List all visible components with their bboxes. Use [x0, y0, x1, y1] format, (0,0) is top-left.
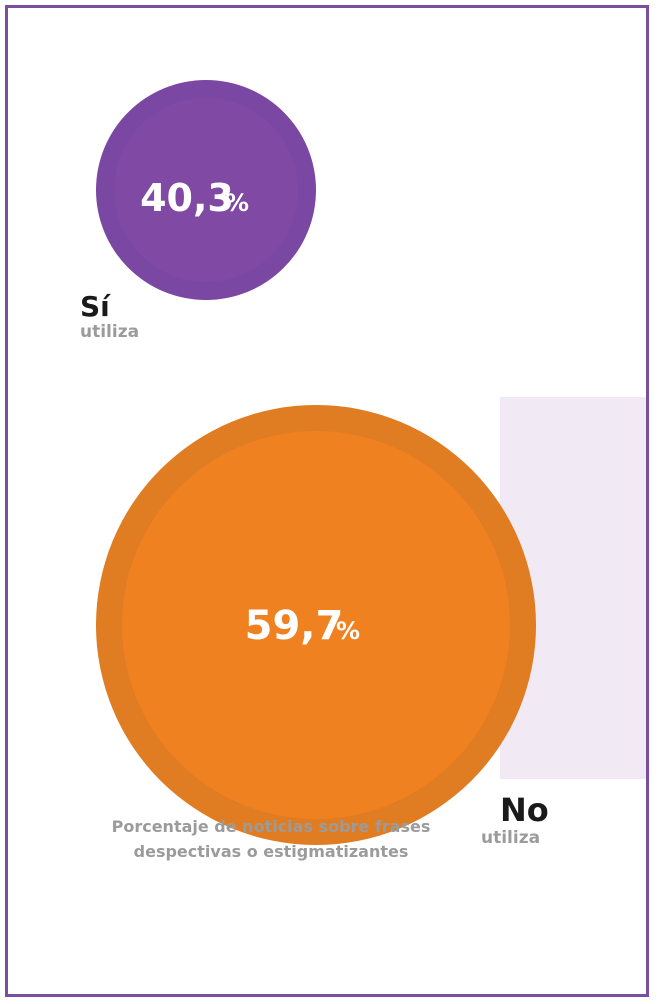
bubble-si: 40,3 % — [96, 80, 316, 300]
bubble-no-inner — [122, 431, 510, 819]
caption-line-1: Porcentaje de noticias sobre frases — [111, 817, 431, 836]
bubble-si-inner — [114, 98, 298, 282]
chart-frame: 40,3 % 59,7 % Sí utiliza No utiliza Porc… — [5, 5, 649, 997]
bubble-no: 59,7 % — [96, 405, 536, 845]
answer-si-label: Sí — [80, 290, 110, 323]
chart-caption: Porcentaje de noticias sobre frases desp… — [81, 814, 461, 864]
bubble-si-value: 40,3 — [140, 176, 234, 220]
bubble-no-percent: % — [336, 617, 360, 645]
bubble-si-percent: % — [225, 189, 249, 217]
bubble-chart: 40,3 % 59,7 % — [96, 80, 536, 845]
answer-no-label: No — [500, 791, 549, 829]
answer-no-sublabel: utiliza — [481, 828, 541, 848]
bubble-no-value: 59,7 — [245, 603, 344, 649]
answer-si-sublabel: utiliza — [80, 322, 140, 342]
caption-line-2: despectivas o estigmatizantes — [133, 842, 409, 861]
